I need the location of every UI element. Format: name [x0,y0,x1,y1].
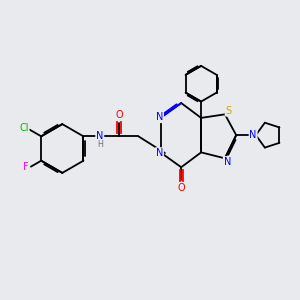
Text: O: O [177,183,185,193]
Text: N: N [96,131,103,141]
Text: N: N [156,148,163,158]
Text: N: N [156,112,163,122]
Text: S: S [225,106,232,116]
Text: N: N [224,157,231,167]
Text: N: N [249,130,257,140]
Text: Cl: Cl [19,124,29,134]
Text: F: F [23,162,29,172]
Text: O: O [115,110,123,120]
Text: H: H [97,140,103,149]
